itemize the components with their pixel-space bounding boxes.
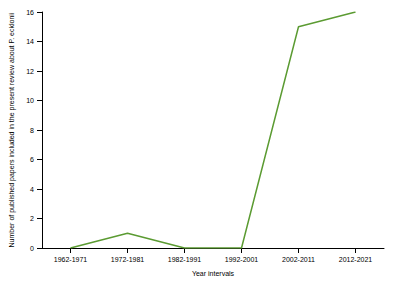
svg-text:2002-2011: 2002-2011 [282,256,315,263]
svg-text:1992-2001: 1992-2001 [225,256,259,263]
svg-text:1972-1981: 1972-1981 [111,256,145,263]
svg-text:2: 2 [30,215,34,222]
svg-text:1982-1991: 1982-1991 [168,256,202,263]
svg-text:0: 0 [30,245,34,252]
svg-text:16: 16 [26,9,34,16]
svg-text:1962-1971: 1962-1971 [54,256,88,263]
svg-text:12: 12 [26,68,34,75]
svg-text:8: 8 [30,127,34,134]
svg-text:Number of published papers inc: Number of published papers included in t… [8,12,16,247]
svg-text:Year intervals: Year intervals [192,270,235,277]
svg-text:10: 10 [26,97,34,104]
svg-text:2012-2021: 2012-2021 [339,256,373,263]
svg-text:4: 4 [30,186,34,193]
svg-text:6: 6 [30,156,34,163]
svg-text:14: 14 [26,38,34,45]
